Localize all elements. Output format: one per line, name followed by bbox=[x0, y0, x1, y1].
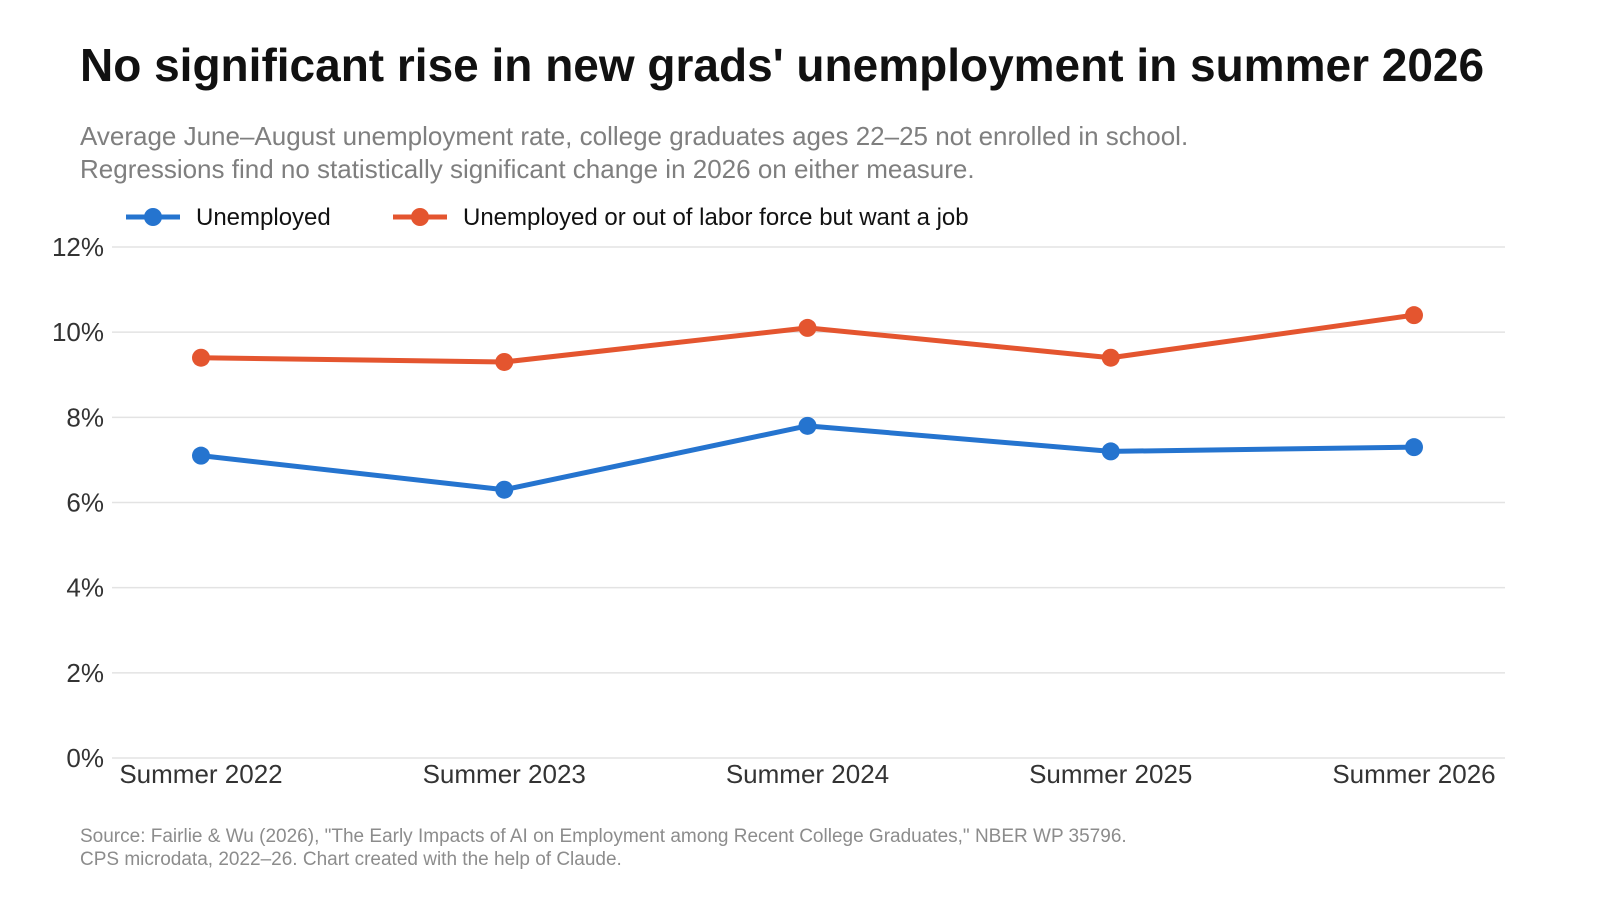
x-tick-label: Summer 2023 bbox=[423, 759, 586, 789]
y-tick-label: 12% bbox=[52, 232, 104, 262]
data-point bbox=[192, 348, 210, 367]
legend: Unemployed Unemployed or out of labor for… bbox=[126, 204, 969, 231]
data-point bbox=[495, 352, 514, 371]
data-point bbox=[798, 416, 817, 435]
y-tick-label: 4% bbox=[66, 573, 104, 603]
data-point bbox=[1405, 438, 1423, 457]
x-tick-label: Summer 2024 bbox=[726, 759, 889, 789]
source-line-1: Source: Fairlie & Wu (2026), "The Early … bbox=[80, 826, 1127, 847]
series-1 bbox=[192, 416, 1423, 499]
legend-item: Unemployed or out of labor force but wan… bbox=[393, 204, 969, 231]
data-point bbox=[1101, 442, 1120, 461]
series-2 bbox=[192, 306, 1423, 371]
chart-subtitle: Average June–August unemployment rate, c… bbox=[80, 120, 1188, 186]
y-tick-label: 6% bbox=[66, 488, 104, 518]
x-axis-ticks: Summer 2022 Summer 2023 Summer 2024 Summer … bbox=[119, 759, 1495, 789]
y-tick-label: 2% bbox=[66, 658, 104, 688]
data-point bbox=[798, 318, 817, 337]
source-line-2: CPS microdata, 2022–26. Chart created wi… bbox=[80, 849, 622, 870]
legend-item: Unemployed bbox=[126, 204, 331, 231]
chart-title: No significant rise in new grads' unempl… bbox=[80, 39, 1485, 91]
data-point bbox=[192, 446, 210, 465]
y-axis-ticks: 0% 2% 4% 6% 8% 10% 12% bbox=[52, 232, 104, 773]
series-line bbox=[198, 423, 1417, 493]
series-lines bbox=[192, 306, 1423, 499]
data-point bbox=[495, 480, 514, 499]
subtitle-line-1: Average June–August unemployment rate, c… bbox=[80, 121, 1189, 151]
y-tick-label: 10% bbox=[52, 317, 104, 347]
y-tick-label: 0% bbox=[66, 743, 104, 773]
legend-label: Unemployed or out of labor force but wan… bbox=[463, 204, 969, 231]
chart-source-note: Source: Fairlie & Wu (2026), "The Early … bbox=[80, 825, 1127, 871]
legend-swatch-marker bbox=[411, 208, 429, 226]
legend-label: Unemployed bbox=[196, 204, 331, 231]
x-tick-label: Summer 2025 bbox=[1029, 759, 1192, 789]
x-tick-label: Summer 2022 bbox=[119, 759, 282, 789]
y-tick-label: 8% bbox=[66, 402, 104, 432]
x-tick-label: Summer 2026 bbox=[1332, 759, 1495, 789]
legend-swatch-marker bbox=[144, 208, 162, 226]
data-point bbox=[1405, 306, 1423, 325]
data-point bbox=[1101, 348, 1120, 367]
subtitle-line-2: Regressions find no statistically signif… bbox=[80, 154, 975, 184]
